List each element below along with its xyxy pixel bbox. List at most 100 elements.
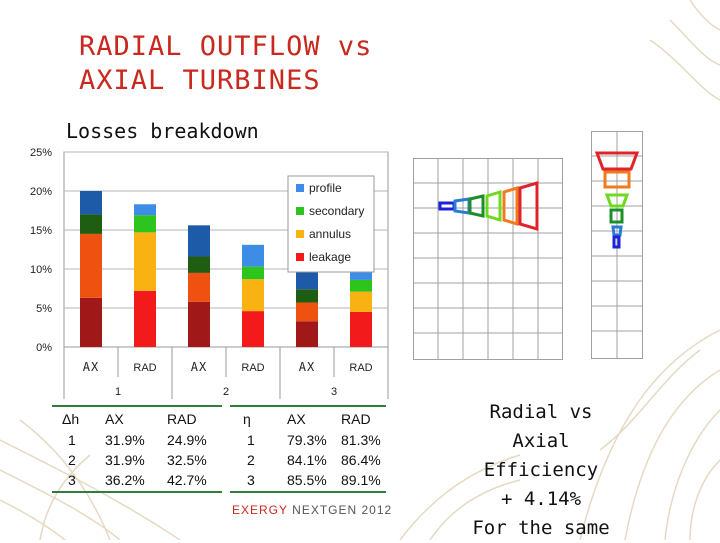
eta-table-bottom-rule [230,491,386,493]
x-category-label: RAD [349,362,372,374]
bar-segment-profile [296,271,318,290]
dh-header-ax: AX [105,411,124,427]
radial-stage-6 [612,235,621,249]
bar-segment-annulus [350,291,372,312]
bar-segment-secondary [80,214,102,234]
bar-segment-secondary [242,266,264,280]
conclusion-line-4: + 4.14% [500,488,582,510]
y-tick-label: 15% [30,225,52,237]
axial-stage-5 [502,185,519,227]
footer-event: NEXTGEN 2012 [292,503,393,517]
legend-swatch-leakage [296,253,304,261]
legend-swatch-annulus [296,230,304,238]
y-tick-label: 5% [36,303,52,315]
title-line-1: RADIAL OUTFLOW vs [79,31,373,62]
legend-swatch-secondary [296,207,304,215]
y-tick-label: 20% [30,186,52,198]
losses-breakdown-chart: 0% 5% 10% 15% 20% 25% AX RAD AX RAD AX RAD 1 2 3 profil… [30,147,389,399]
eta-row-2-rad: 86.4% [341,452,381,468]
bar-segment-leakage [242,311,264,347]
bar-segment-leakage [80,297,102,347]
y-tick-label: 0% [36,342,52,354]
dh-row-3-rad: 42.7% [167,472,207,488]
legend-label-annulus: annulus [309,227,351,241]
axial-stage-6 [518,180,539,232]
radial-stage-5 [611,225,623,237]
axial-stage-4 [485,189,502,223]
dh-row-2-ax: 31.9% [105,452,145,468]
x-category-label: RAD [133,362,156,374]
eta-row-1-ax: 79.3% [287,432,327,448]
legend-swatch-profile [296,184,304,192]
legend-label-secondary: secondary [309,204,364,218]
dh-table-top-rule [52,405,222,407]
x-category-label: RAD [241,362,264,374]
bar-segment-profile [350,269,372,280]
bar-segment-annulus [296,302,318,322]
dh-header-symbol: Δh [62,411,80,427]
eta-row-1-rad: 81.3% [341,432,381,448]
bar-segment-profile [134,204,156,216]
bar-segment-leakage [296,321,318,347]
dh-row-1-index: 1 [68,432,76,448]
footer: EXERGY NEXTGEN 2012 [232,503,392,517]
bar-segment-annulus [134,232,156,291]
bar-segment-profile [188,225,210,257]
eta-header-rad: RAD [341,411,371,427]
radial-stage-4 [609,208,624,224]
eta-row-3-rad: 89.1% [341,472,381,488]
axial-stage-3 [468,194,485,218]
eta-row-1-index: 1 [247,432,255,448]
bar-segment-leakage [350,311,372,347]
bar-segment-profile [80,191,102,215]
conclusion-line-3: Efficiency [483,459,599,481]
eta-header-ax: AX [287,411,306,427]
dh-row-3-ax: 36.2% [105,472,145,488]
x-group-label: 1 [115,386,121,398]
eta-row-2-ax: 84.1% [287,452,327,468]
bar-segment-annulus [80,233,102,298]
bar-segment-secondary [188,256,210,273]
radial-stages-diagram [591,131,643,359]
legend-label-leakage: leakage [309,250,351,264]
radial-stage-2 [603,170,631,189]
x-category-label: AX [191,360,207,374]
y-tick-label: 10% [30,264,52,276]
dh-row-2-index: 2 [68,452,76,468]
efficiency-table: η AX RAD 1 79.3% 81.3% 2 84.1% 86.4% 3 85.5% 8… [243,408,396,490]
bar-segment-secondary [296,289,318,303]
bar-segment-annulus [242,279,264,312]
legend-label-profile: profile [309,181,342,195]
radial-stage-1 [594,151,640,171]
bar-segment-secondary [350,279,372,292]
y-tick-label: 25% [30,147,52,159]
enthalpy-table: Δh AX RAD 1 31.9% 24.9% 2 31.9% 32.5% 3 36.2%… [62,408,227,490]
axial-stages-diagram [413,158,563,360]
bar-segment-annulus [188,272,210,302]
dh-row-3-index: 3 [68,472,76,488]
dh-row-2-rad: 32.5% [167,452,207,468]
eta-row-3-index: 3 [247,472,255,488]
eta-header-symbol: η [243,411,251,427]
eta-row-3-ax: 85.5% [287,472,327,488]
conclusion-line-5: For the same [472,517,610,539]
conclusion-line-2: Axial [512,430,570,452]
dh-row-1-ax: 31.9% [105,432,145,448]
eta-row-2-index: 2 [247,452,255,468]
slide-title: RADIAL OUTFLOW vs AXIAL TURBINES [79,30,372,98]
conclusion-line-1: Radial vs [489,401,593,423]
eta-table-top-rule [230,405,386,407]
bar-segment-profile [242,244,264,267]
dh-row-1-rad: 24.9% [167,432,207,448]
dh-header-rad: RAD [167,411,197,427]
title-line-2: AXIAL TURBINES [79,65,321,96]
radial-stage-3 [604,193,630,208]
x-category-label: AX [299,360,315,374]
x-category-label: AX [83,360,99,374]
dh-table-bottom-rule [52,491,222,493]
bar-segment-secondary [134,215,156,233]
bar-segment-leakage [134,290,156,347]
footer-brand: EXERGY [232,503,288,517]
conclusion-text: Radial vs Axial Efficiency + 4.14% For t… [456,398,626,543]
